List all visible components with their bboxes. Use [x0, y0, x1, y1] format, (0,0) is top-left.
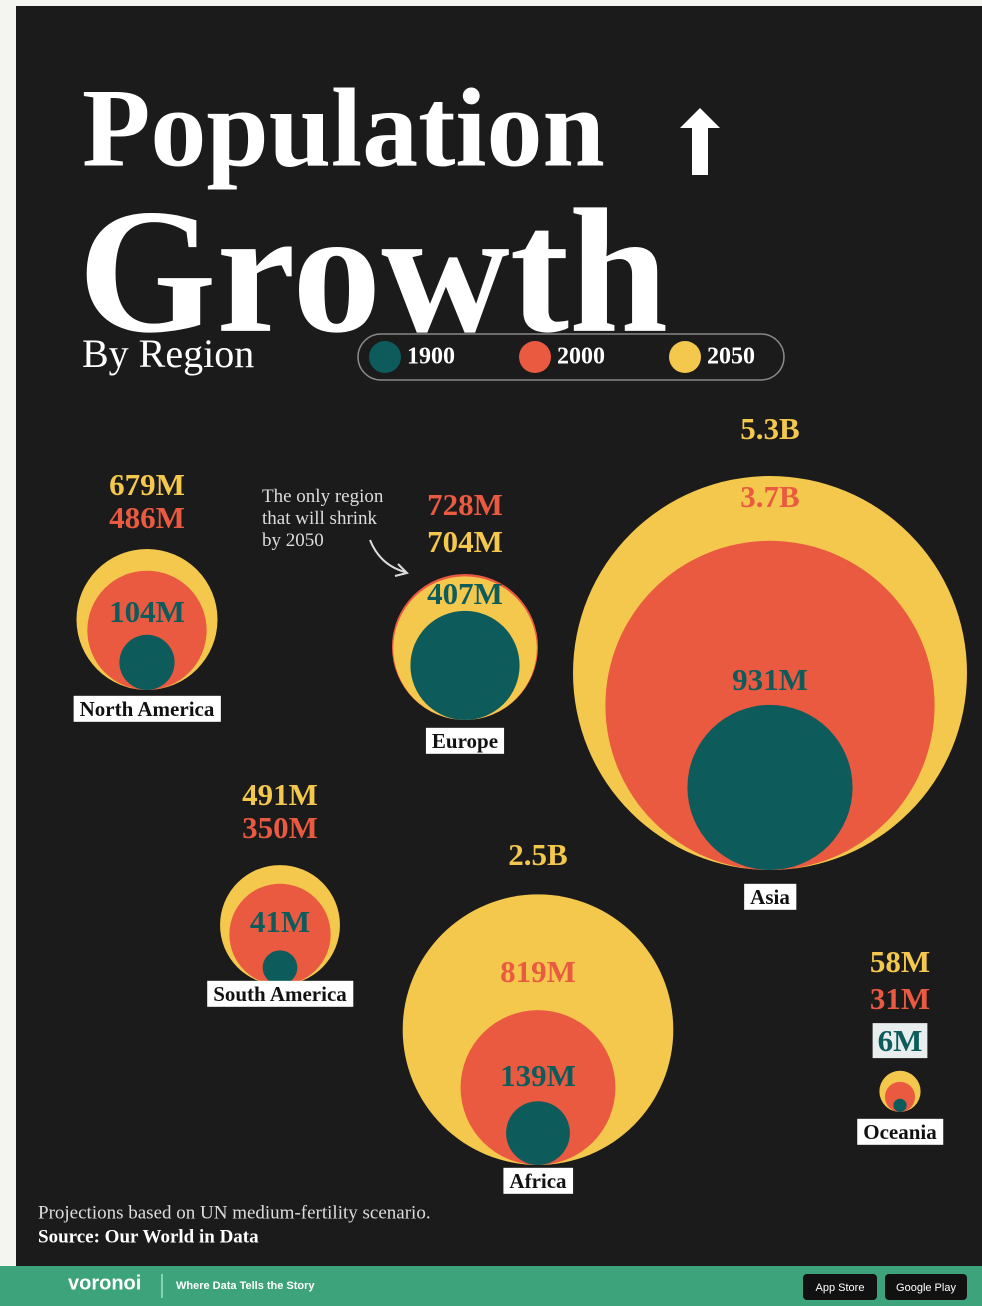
source: Source: Our World in Data: [38, 1226, 259, 1247]
value-label: 139M: [500, 1058, 576, 1093]
region-name: North America: [80, 697, 215, 721]
legend-swatch: [669, 341, 701, 373]
bubble: [893, 1098, 907, 1112]
region-name: South America: [213, 982, 347, 1006]
growth-arrow: [680, 108, 720, 175]
annotation-arrowhead: [394, 563, 409, 577]
bubble: [506, 1101, 570, 1165]
value-label: 31M: [870, 981, 930, 1016]
google-play-label[interactable]: Google Play: [896, 1282, 956, 1294]
legend-box: [357, 333, 785, 381]
legend-label: 2000: [557, 344, 605, 370]
value-label: 407M: [427, 576, 503, 611]
bubble: [884, 1081, 916, 1112]
app-store-label[interactable]: App Store: [816, 1282, 865, 1294]
value-label-box: [872, 1023, 928, 1059]
bubble: [410, 610, 520, 720]
value-label: 3.7B: [740, 479, 799, 514]
bubble: [687, 704, 853, 870]
annotation-arrow: [369, 539, 406, 573]
value-label: 819M: [500, 954, 576, 989]
title-line2: Growth: [78, 172, 668, 370]
region-name: Africa: [509, 1169, 567, 1193]
title: Population: [82, 67, 605, 191]
value-label: 350M: [242, 810, 318, 845]
value-label: 491M: [242, 777, 318, 812]
legend-swatch: [369, 341, 401, 373]
value-label: 2.5B: [508, 837, 567, 872]
note: Projections based on UN medium-fertility…: [38, 1202, 431, 1223]
value-label: 704M: [427, 524, 503, 559]
region-name-box: [857, 1118, 944, 1145]
region-name: Europe: [432, 729, 498, 753]
value-label: 486M: [109, 500, 185, 535]
footer-tagline: Where Data Tells the Story: [176, 1280, 315, 1292]
region-name-box: [425, 727, 505, 754]
value-label: 41M: [250, 904, 310, 939]
legend-label: 1900: [407, 344, 455, 370]
footer-brand: voronoi: [68, 1272, 141, 1294]
region-name-box: [744, 883, 797, 910]
bubble: [119, 634, 175, 690]
value-label: 6M: [878, 1023, 923, 1058]
annotation: The only region that will shrink by 2050: [262, 486, 384, 551]
region-name: Oceania: [863, 1120, 937, 1144]
bubble: [262, 950, 298, 985]
subtitle: By Region: [82, 331, 254, 376]
google-play-badge[interactable]: [885, 1274, 967, 1300]
value-label: 5.3B: [740, 411, 799, 446]
bubble: [229, 883, 331, 985]
bubble: [87, 570, 207, 691]
value-label: 58M: [870, 944, 930, 979]
bubble: [460, 1010, 616, 1165]
region-name-box: [503, 1167, 574, 1194]
region-name: Asia: [750, 885, 790, 909]
region-name-box: [73, 695, 221, 722]
value-label: 679M: [109, 467, 185, 502]
value-label: 728M: [427, 487, 503, 522]
app-store-badge[interactable]: [803, 1274, 877, 1300]
value-label: 104M: [109, 594, 185, 629]
region-name-box: [207, 980, 354, 1007]
legend-label: 2050: [707, 344, 755, 370]
legend-swatch: [519, 341, 551, 373]
value-label: 931M: [732, 662, 808, 697]
